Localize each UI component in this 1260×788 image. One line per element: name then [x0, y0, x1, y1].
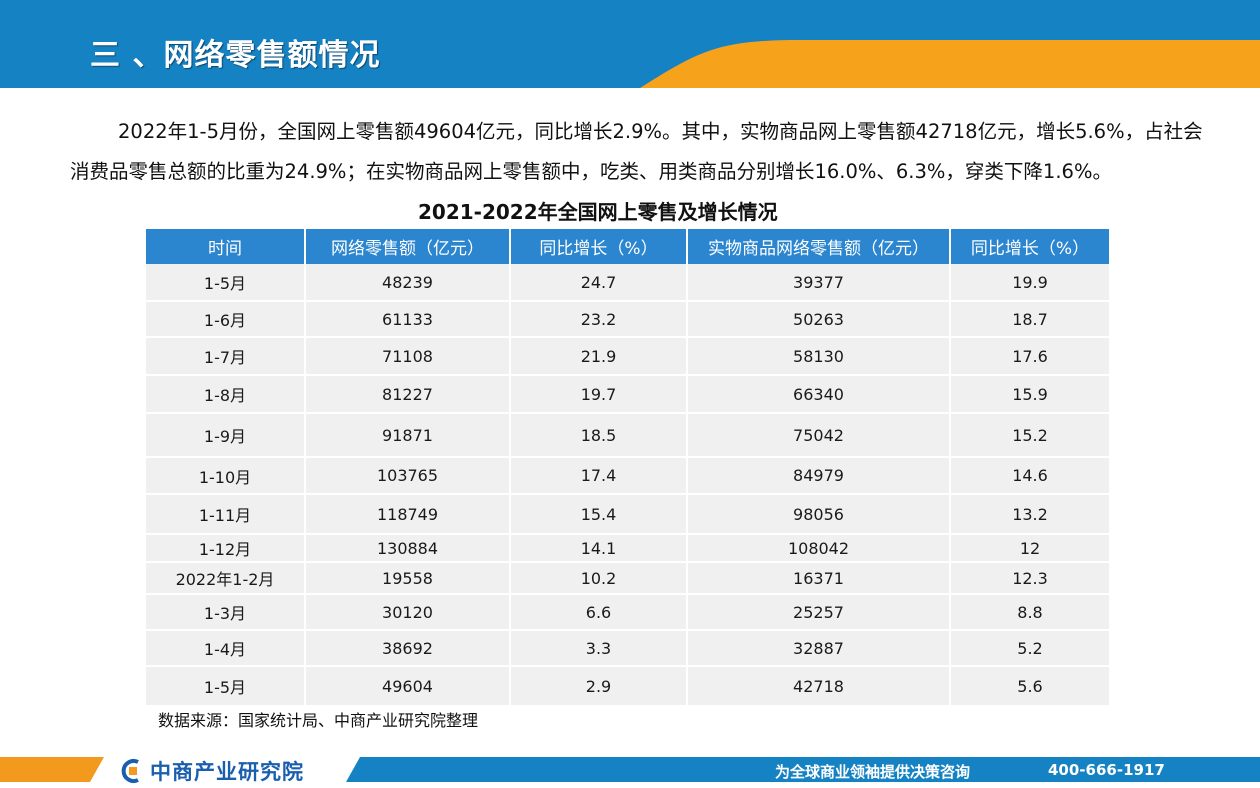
table-cell: 1-5月 — [146, 666, 306, 707]
table-row: 1-9月 91871 18.5 75042 15.2 — [146, 413, 1109, 458]
table-cell: 18.7 — [950, 301, 1109, 338]
table-cell: 1-4月 — [146, 630, 306, 667]
footer-slogan: 为全球商业领袖提供决策咨询 — [775, 763, 971, 781]
table-cell: 1-6月 — [146, 301, 306, 338]
table-cell: 71108 — [305, 337, 511, 376]
header-cell: 网络零售额（亿元） — [305, 229, 511, 264]
table-cell: 18.5 — [510, 413, 688, 458]
table-cell: 14.1 — [510, 534, 688, 563]
table-cell: 15.9 — [950, 375, 1109, 414]
table-cell: 30120 — [305, 594, 511, 631]
table-cell: 10.2 — [510, 562, 688, 595]
table-cell: 17.6 — [950, 337, 1109, 376]
table-cell: 14.6 — [950, 457, 1109, 495]
table-cell: 81227 — [305, 375, 511, 414]
table-row: 1-6月 61133 23.2 50263 18.7 — [146, 301, 1109, 338]
table-cell: 38692 — [305, 630, 511, 667]
table-cell: 48239 — [305, 264, 511, 302]
table-row: 2022年1-2月 19558 10.2 16371 12.3 — [146, 562, 1109, 595]
header-cell: 同比增长（%） — [510, 229, 688, 264]
table-cell: 2.9 — [510, 666, 688, 707]
table-cell: 12.3 — [950, 562, 1109, 595]
table-row: 1-5月 48239 24.7 39377 19.9 — [146, 264, 1109, 302]
header-banner: 三 、网络零售额情况 — [0, 0, 1260, 88]
table-row: 1-7月 71108 21.9 58130 17.6 — [146, 337, 1109, 376]
data-source-note: 数据来源：国家统计局、中商产业研究院整理 — [158, 711, 479, 730]
table-cell: 5.6 — [950, 666, 1109, 707]
table-header-row: 时间 网络零售额（亿元） 同比增长（%） 实物商品网络零售额（亿元） 同比增长（… — [146, 229, 1109, 264]
table-cell: 108042 — [687, 534, 951, 563]
table-cell: 8.8 — [950, 594, 1109, 631]
table-cell: 16371 — [687, 562, 951, 595]
table-cell: 1-10月 — [146, 457, 306, 495]
table-cell: 1-11月 — [146, 494, 306, 535]
table-title: 2021-2022年全国网上零售及增长情况 — [418, 200, 778, 224]
table-cell: 1-12月 — [146, 534, 306, 563]
table-cell: 15.4 — [510, 494, 688, 535]
header-cell: 实物商品网络零售额（亿元） — [687, 229, 951, 264]
table-cell: 24.7 — [510, 264, 688, 302]
table-cell: 13.2 — [950, 494, 1109, 535]
company-logo: 中商产业研究院 — [118, 758, 304, 784]
table-row: 1-11月 118749 15.4 98056 13.2 — [146, 494, 1109, 535]
table-cell: 1-9月 — [146, 413, 306, 458]
table-row: 1-10月 103765 17.4 84979 14.6 — [146, 457, 1109, 495]
table-cell: 12 — [950, 534, 1109, 563]
table-cell: 1-5月 — [146, 264, 306, 302]
header-cell: 同比增长（%） — [950, 229, 1109, 264]
table-cell: 15.2 — [950, 413, 1109, 458]
table-cell: 66340 — [687, 375, 951, 414]
table-cell: 21.9 — [510, 337, 688, 376]
table-cell: 5.2 — [950, 630, 1109, 667]
table-row: 1-4月 38692 3.3 32887 5.2 — [146, 630, 1109, 667]
table-cell: 84979 — [687, 457, 951, 495]
table-cell: 130884 — [305, 534, 511, 563]
footer-bar — [0, 755, 1260, 788]
table-cell: 75042 — [687, 413, 951, 458]
header-background — [0, 0, 1260, 88]
table-cell: 39377 — [687, 264, 951, 302]
table-cell: 103765 — [305, 457, 511, 495]
table-row: 1-5月 49604 2.9 42718 5.6 — [146, 666, 1109, 707]
table-cell: 118749 — [305, 494, 511, 535]
table-cell: 6.6 — [510, 594, 688, 631]
table-cell: 19.9 — [950, 264, 1109, 302]
intro-paragraph: 2022年1-5月份，全国网上零售额49604亿元，同比增长2.9%。其中，实物… — [70, 120, 1203, 183]
table-cell: 98056 — [687, 494, 951, 535]
table-cell: 3.3 — [510, 630, 688, 667]
table-cell: 2022年1-2月 — [146, 562, 306, 595]
page-title: 三 、网络零售额情况 — [90, 38, 381, 73]
table-cell: 61133 — [305, 301, 511, 338]
logo-text: 中商产业研究院 — [150, 760, 304, 784]
table-cell: 42718 — [687, 666, 951, 707]
table-row: 1-3月 30120 6.6 25257 8.8 — [146, 594, 1109, 631]
table-cell: 50263 — [687, 301, 951, 338]
footer-background — [0, 757, 1260, 782]
footer-phone: 400-666-1917 — [1048, 761, 1165, 779]
table-cell: 91871 — [305, 413, 511, 458]
table-cell: 32887 — [687, 630, 951, 667]
table-cell: 1-3月 — [146, 594, 306, 631]
logo-mark-icon — [121, 759, 139, 783]
retail-table: 时间 网络零售额（亿元） 同比增长（%） 实物商品网络零售额（亿元） 同比增长（… — [146, 229, 1109, 707]
table-cell: 1-7月 — [146, 337, 306, 376]
table-row: 1-8月 81227 19.7 66340 15.9 — [146, 375, 1109, 414]
table-cell: 1-8月 — [146, 375, 306, 414]
table-cell: 58130 — [687, 337, 951, 376]
table-cell: 25257 — [687, 594, 951, 631]
table-cell: 23.2 — [510, 301, 688, 338]
table-cell: 49604 — [305, 666, 511, 707]
table-cell: 19.7 — [510, 375, 688, 414]
table-row: 1-12月 130884 14.1 108042 12 — [146, 534, 1109, 563]
table-cell: 19558 — [305, 562, 511, 595]
table-cell: 17.4 — [510, 457, 688, 495]
header-cell: 时间 — [146, 229, 306, 264]
